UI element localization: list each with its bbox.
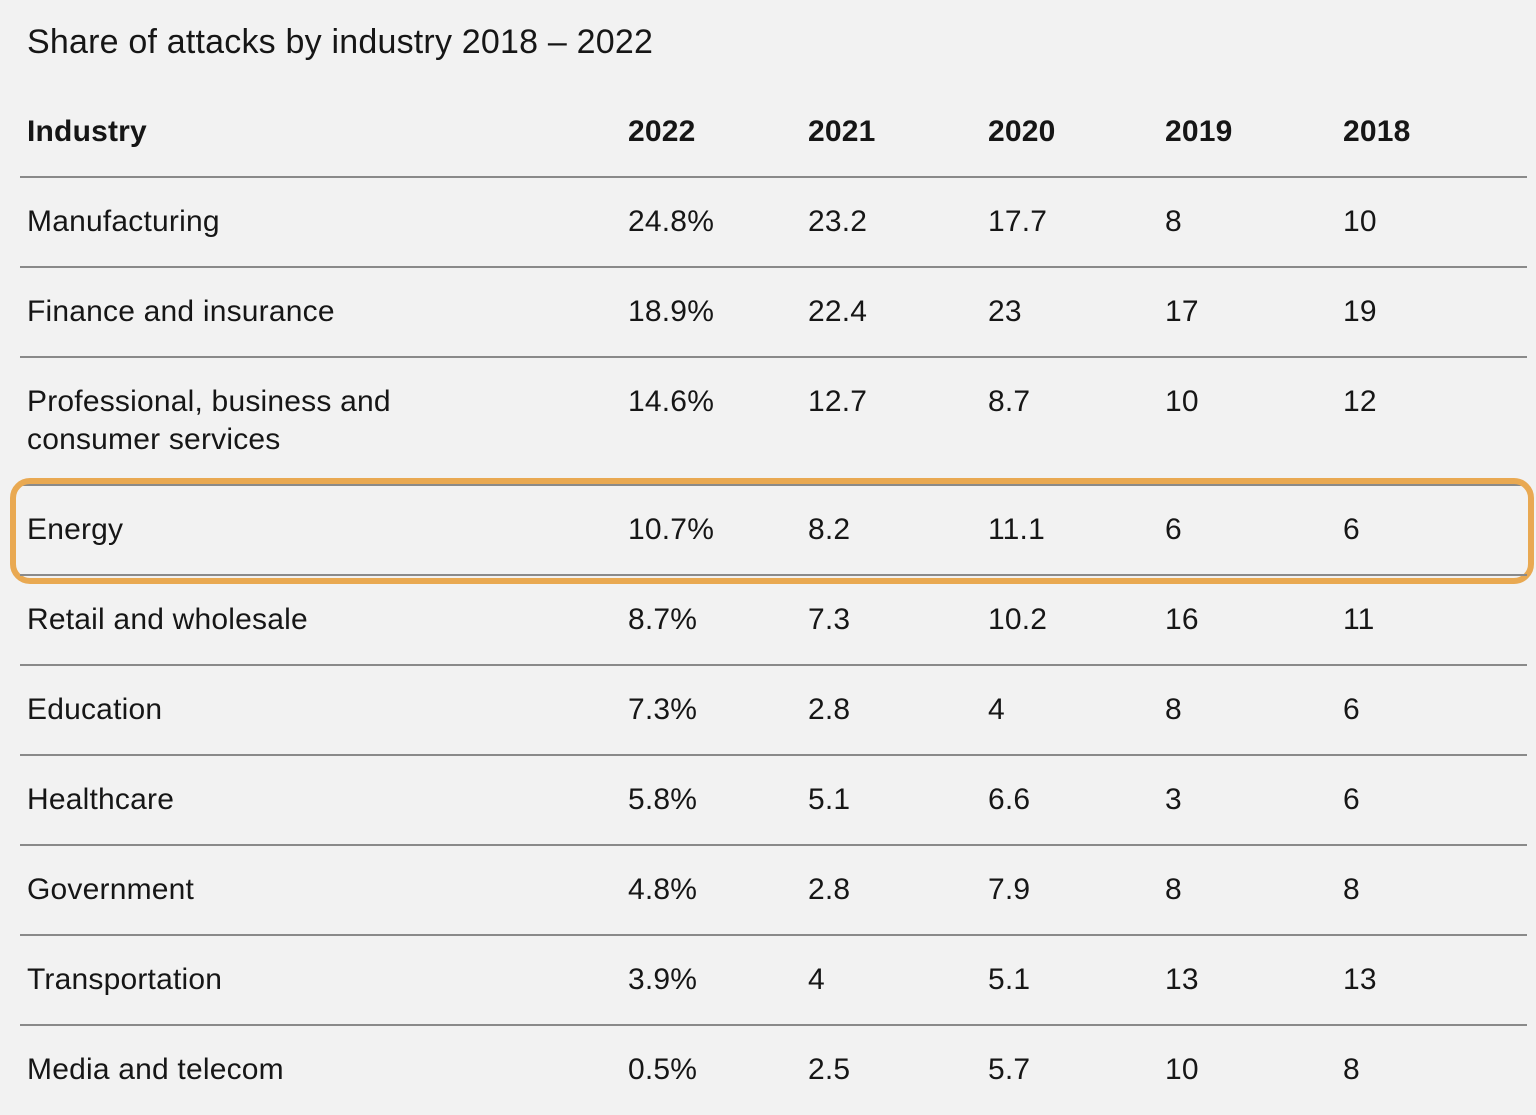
value-2022: 24.8% <box>628 205 715 238</box>
value-2018: 8 <box>1343 1053 1360 1086</box>
column-header-industry: Industry <box>27 115 147 148</box>
table-row: Professional, business and consumer serv… <box>20 356 1527 484</box>
value-2018: 13 <box>1343 963 1377 996</box>
value-2022: 18.9% <box>628 295 715 328</box>
value-2019: 6 <box>1165 513 1182 546</box>
value-2020: 6.6 <box>988 783 1031 816</box>
value-2019: 13 <box>1165 963 1199 996</box>
industry-label: Healthcare <box>27 783 175 816</box>
table-row: Retail and wholesale 8.7% 7.3 10.2 16 11 <box>20 574 1527 664</box>
value-2022: 14.6% <box>628 385 715 418</box>
value-2018: 12 <box>1343 385 1377 418</box>
value-2019: 8 <box>1165 205 1182 238</box>
table-header-row: Industry 2022 2021 2020 2019 2018 <box>20 64 1527 176</box>
value-2020: 7.9 <box>988 873 1031 906</box>
value-2021: 12.7 <box>808 385 868 418</box>
value-2018: 6 <box>1343 693 1360 726</box>
value-2018: 8 <box>1343 873 1360 906</box>
value-2019: 10 <box>1165 1053 1199 1086</box>
value-2021: 8.2 <box>808 513 851 546</box>
value-2021: 22.4 <box>808 295 868 328</box>
value-2019: 8 <box>1165 873 1182 906</box>
industry-label: Energy <box>27 513 124 546</box>
industry-label: Retail and wholesale <box>27 603 308 636</box>
table-row-highlighted: Energy 10.7% 8.2 11.1 6 6 <box>10 478 1534 584</box>
table-row: Education 7.3% 2.8 4 8 6 <box>20 664 1527 754</box>
table-row: Finance and insurance 18.9% 22.4 23 17 19 <box>20 266 1527 356</box>
industry-label: Government <box>27 873 195 906</box>
value-2022: 0.5% <box>628 1053 698 1086</box>
value-2021: 7.3 <box>808 603 851 636</box>
value-2018: 10 <box>1343 205 1377 238</box>
value-2020: 5.1 <box>988 963 1031 996</box>
value-2019: 8 <box>1165 693 1182 726</box>
value-2021: 2.5 <box>808 1053 851 1086</box>
page-title: Share of attacks by industry 2018 – 2022 <box>27 23 654 61</box>
value-2022: 5.8% <box>628 783 698 816</box>
value-2022: 4.8% <box>628 873 698 906</box>
value-2021: 2.8 <box>808 873 851 906</box>
value-2021: 2.8 <box>808 693 851 726</box>
value-2019: 17 <box>1165 295 1199 328</box>
value-2020: 23 <box>988 295 1022 328</box>
value-2021: 23.2 <box>808 205 868 238</box>
industry-label: Professional, business and consumer serv… <box>27 385 391 456</box>
column-header-2018: 2018 <box>1343 115 1411 148</box>
value-2020: 10.2 <box>988 603 1048 636</box>
value-2019: 3 <box>1165 783 1182 816</box>
table-row: Media and telecom 0.5% 2.5 5.7 10 8 <box>20 1024 1527 1114</box>
value-2022: 3.9% <box>628 963 698 996</box>
industry-label: Manufacturing <box>27 205 220 238</box>
value-2019: 10 <box>1165 385 1199 418</box>
value-2021: 5.1 <box>808 783 851 816</box>
value-2019: 16 <box>1165 603 1199 636</box>
value-2020: 8.7 <box>988 385 1031 418</box>
value-2022: 8.7% <box>628 603 698 636</box>
table-row: Manufacturing 24.8% 23.2 17.7 8 10 <box>20 176 1527 266</box>
column-header-2019: 2019 <box>1165 115 1233 148</box>
industry-label: Education <box>27 693 163 726</box>
column-header-2020: 2020 <box>988 115 1056 148</box>
industry-label: Transportation <box>27 963 223 996</box>
value-2020: 4 <box>988 693 1005 726</box>
value-2020: 17.7 <box>988 205 1048 238</box>
value-2018: 11 <box>1343 603 1375 636</box>
value-2022: 7.3% <box>628 693 698 726</box>
table-row: Government 4.8% 2.8 7.9 8 8 <box>20 844 1527 934</box>
column-header-2021: 2021 <box>808 115 876 148</box>
value-2022: 10.7% <box>628 513 715 546</box>
value-2018: 6 <box>1343 513 1360 546</box>
industry-label: Media and telecom <box>27 1053 284 1086</box>
value-2018: 19 <box>1343 295 1377 328</box>
table-row: Healthcare 5.8% 5.1 6.6 3 6 <box>20 754 1527 844</box>
column-header-2022: 2022 <box>628 115 696 148</box>
industry-label: Finance and insurance <box>27 295 335 328</box>
table-row: Transportation 3.9% 4 5.1 13 13 <box>20 934 1527 1024</box>
value-2021: 4 <box>808 963 825 996</box>
table-body: Manufacturing 24.8% 23.2 17.7 8 10 Finance and… <box>10 176 1534 1114</box>
industry-attacks-table: Industry 2022 2021 2020 2019 2018 Manufa… <box>10 64 1534 1114</box>
value-2018: 6 <box>1343 783 1360 816</box>
value-2020: 5.7 <box>988 1053 1031 1086</box>
value-2020: 11.1 <box>988 513 1045 546</box>
